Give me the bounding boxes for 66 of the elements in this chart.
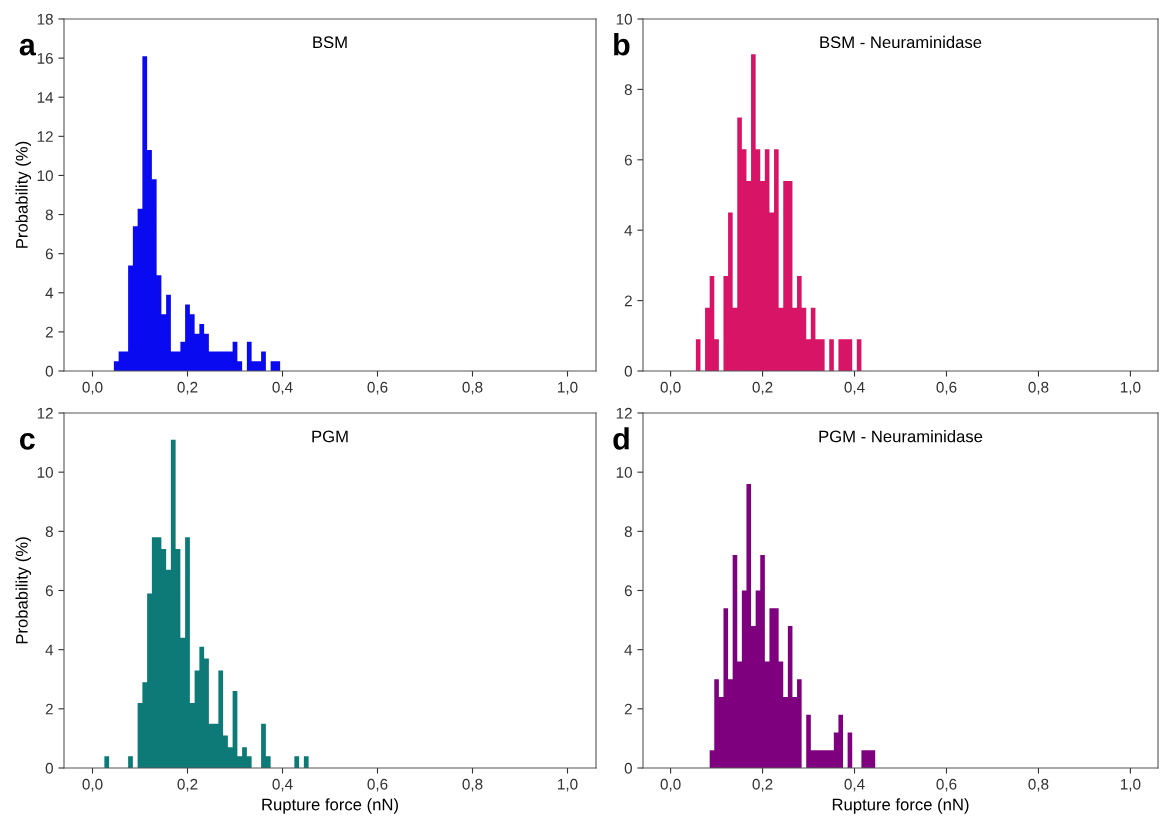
y-tick-label: 0 bbox=[45, 762, 53, 774]
y-axis-title: Probability (%) bbox=[15, 537, 32, 644]
x-tick-label: 0,8 bbox=[1028, 778, 1049, 792]
y-tick-label: 12 bbox=[37, 131, 53, 142]
y-tick-label: 12 bbox=[37, 407, 53, 419]
y-tick-label: 8 bbox=[45, 526, 53, 538]
y-tick-label: 10 bbox=[37, 170, 53, 182]
x-tick-label: 0,2 bbox=[752, 778, 773, 792]
y-tick-label: 10 bbox=[616, 467, 632, 478]
x-tick-label: 1,0 bbox=[1120, 381, 1141, 395]
y-tick-label: 0 bbox=[624, 365, 632, 377]
text: d bbox=[613, 427, 629, 450]
y-tick-label: 6 bbox=[624, 585, 632, 597]
y-tick-label: 0 bbox=[624, 762, 632, 774]
text: PGM bbox=[312, 430, 348, 443]
x-tick-label: 1,0 bbox=[558, 778, 578, 792]
x-tick-label: 0,2 bbox=[752, 381, 773, 395]
y-tick-label: 16 bbox=[37, 52, 53, 64]
y-tick-label: 0 bbox=[45, 365, 53, 377]
y-tick-label: 6 bbox=[45, 248, 53, 260]
y-tick-label: 4 bbox=[624, 644, 633, 656]
text: PGM - Neuraminidase bbox=[819, 430, 983, 443]
x-tick-label: 0,4 bbox=[272, 778, 293, 792]
x-tick-label: 0,6 bbox=[367, 778, 388, 792]
x-tick-label: 0,4 bbox=[844, 381, 865, 395]
x-tick-label: 0,6 bbox=[936, 381, 957, 395]
x-tick-label: 0,6 bbox=[367, 381, 388, 395]
y-tick-label: 2 bbox=[45, 703, 53, 715]
y-tick-label: 8 bbox=[45, 209, 53, 221]
y-tick-label: 2 bbox=[624, 703, 632, 715]
y-tick-label: 14 bbox=[37, 92, 54, 103]
x-tick-label: 0,8 bbox=[462, 778, 483, 792]
text: a bbox=[19, 38, 36, 56]
x-tick-label: 0,0 bbox=[660, 381, 681, 395]
y-tick-label: 8 bbox=[624, 84, 632, 96]
y-tick-label: 10 bbox=[616, 13, 632, 25]
x-tick-label: 0,2 bbox=[177, 381, 198, 395]
x-tick-label: 0,8 bbox=[462, 381, 483, 395]
y-tick-label: 2 bbox=[624, 295, 632, 307]
x-tick-label: 1,0 bbox=[1120, 778, 1141, 792]
y-tick-label: 6 bbox=[624, 154, 632, 166]
y-tick-label: 12 bbox=[616, 407, 632, 419]
x-tick-label: 0,8 bbox=[1028, 381, 1049, 395]
y-tick-label: 18 bbox=[37, 13, 53, 25]
text: BSM bbox=[313, 36, 347, 49]
x-tick-label: 0,4 bbox=[272, 381, 293, 395]
x-tick-label: 0,0 bbox=[660, 778, 681, 792]
y-tick-label: 4 bbox=[45, 287, 54, 299]
x-tick-label: 0,0 bbox=[82, 381, 103, 395]
y-axis-title: Probability (%) bbox=[15, 141, 32, 248]
y-tick-label: 4 bbox=[624, 225, 633, 236]
y-tick-label: 8 bbox=[624, 526, 632, 538]
y-tick-label: 4 bbox=[45, 644, 54, 656]
x-tick-label: 0,6 bbox=[936, 778, 957, 792]
text: b bbox=[614, 33, 630, 56]
x-tick-label: 0,0 bbox=[82, 778, 103, 792]
x-tick-label: 0,2 bbox=[177, 778, 198, 792]
text: c bbox=[19, 432, 35, 450]
y-tick-label: 6 bbox=[45, 585, 53, 597]
text: BSM - Neuraminidase bbox=[820, 35, 982, 49]
x-tick-label: 0,4 bbox=[844, 778, 865, 792]
y-tick-label: 2 bbox=[45, 326, 53, 338]
y-tick-label: 10 bbox=[37, 467, 53, 478]
x-tick-label: 1,0 bbox=[558, 381, 578, 395]
x-axis-title: Rupture force (nN) bbox=[832, 798, 969, 814]
x-axis-title: Rupture force (nN) bbox=[262, 798, 398, 814]
